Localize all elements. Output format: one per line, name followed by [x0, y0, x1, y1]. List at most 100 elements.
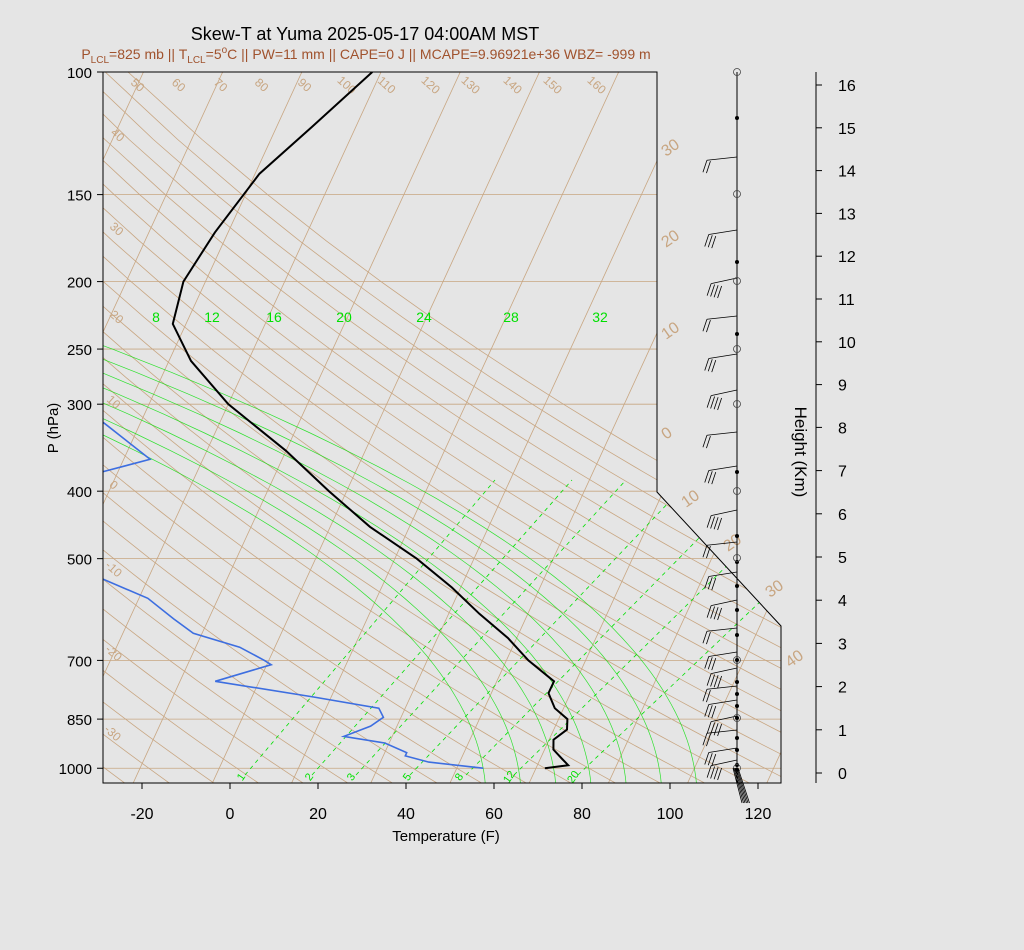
wind-barb-flag: [706, 283, 712, 296]
wind-barb-flag: [704, 234, 710, 247]
wind-barb-flag: [713, 607, 719, 620]
wind-barb-flag: [702, 319, 708, 332]
wind-level-dot: [735, 260, 739, 264]
wind-barb-flag: [704, 358, 710, 371]
height-tick-label: 12: [838, 249, 856, 266]
isotherm-line: [687, 72, 781, 783]
dry-adiabat-line: [103, 72, 616, 783]
height-tick-label: 6: [838, 507, 847, 524]
dry-adiabat-line: [104, 72, 781, 783]
wind-barb-flag: [710, 516, 715, 529]
wind-barb-flag: [706, 631, 711, 645]
wind-level-dot: [735, 560, 739, 564]
temperature-tick-label: 20: [309, 806, 327, 823]
dry-adiabat-line: [103, 72, 527, 783]
height-tick-label: 7: [838, 464, 847, 481]
wind-barb-flag: [707, 753, 713, 766]
wind-level-dot: [735, 716, 739, 720]
wind-barb-flag: [707, 359, 713, 372]
height-tick-label: 14: [838, 164, 856, 181]
wind-level-dot: [735, 736, 739, 740]
wind-barb-flag: [713, 767, 719, 780]
wind-barb-flag: [711, 657, 717, 671]
moist-adiabat-line: [103, 323, 486, 783]
pressure-tick-label: 1000: [59, 761, 92, 778]
wind-barb: [708, 353, 738, 359]
temperature-tick-label: 80: [573, 806, 591, 823]
wind-barb: [706, 315, 738, 320]
dry-adiabat-label: 70: [211, 75, 231, 95]
mixing-ratio-line: [311, 479, 573, 776]
wind-barb-flag: [702, 631, 708, 644]
wind-barb-flag: [704, 704, 710, 717]
calm-wind-circle: [733, 345, 741, 353]
x-axis-label: Temperature (F): [392, 828, 500, 845]
pressure-tick-label: 250: [67, 342, 92, 359]
wind-level-dot: [735, 680, 739, 684]
mixing-ratio-top-label: 32: [592, 309, 608, 325]
chart-subtitle: PLCL=825 mb || TLCL=5oC || PW=11 mm || C…: [81, 45, 650, 66]
wind-barb-flag: [717, 767, 722, 781]
dry-adiabat-line: [103, 72, 781, 783]
calm-wind-circle: [733, 554, 741, 562]
isotherm-line: [846, 72, 1024, 783]
wind-level-dot: [735, 608, 739, 612]
mixing-ratio-top-label: 24: [416, 309, 432, 325]
wind-barb-flag: [706, 160, 711, 174]
dry-adiabat-line: [103, 72, 781, 783]
temperature-tick-label: 60: [485, 806, 503, 823]
mixing-ratio-bottom-label: 20: [565, 769, 582, 786]
lcl-pressure-value: 825: [117, 46, 141, 62]
mixing-ratio-bottom-label: 12: [501, 769, 518, 786]
wind-barb: [706, 156, 738, 161]
wind-barb-flag: [713, 723, 719, 736]
calm-wind-circle: [733, 400, 741, 408]
wind-barb: [711, 759, 738, 767]
height-tick-label: 9: [838, 378, 847, 395]
wind-barb-flag: [710, 284, 715, 297]
wind-barb: [711, 277, 738, 285]
wind-level-dot: [735, 658, 739, 662]
wind-barb-flag: [702, 545, 708, 558]
height-tick-label: 13: [838, 206, 856, 223]
wind-barb-flag: [717, 517, 722, 531]
wind-level-dot: [735, 534, 739, 538]
height-axis-label: Height (Km): [791, 407, 810, 498]
wind-barb-flag: [702, 160, 708, 173]
mixing-ratio-line: [355, 479, 627, 776]
wind-barb-flag: [702, 689, 708, 702]
cape-value: 0: [386, 46, 394, 62]
wind-barb-flag: [706, 435, 711, 449]
wind-barb-flag: [706, 765, 712, 778]
pressure-tick-label: 700: [67, 653, 92, 670]
dry-adiabat-line: [103, 72, 781, 783]
dry-adiabat-label: 150: [541, 73, 565, 97]
wind-barb: [711, 715, 738, 723]
wind-barb-flag: [706, 395, 712, 408]
dry-adiabat-line: [103, 72, 304, 783]
calm-wind-circle: [733, 68, 741, 76]
wind-barb-flag: [704, 656, 710, 669]
wind-barb-flag: [717, 607, 722, 621]
dry-adiabat-line: [103, 72, 781, 783]
calm-wind-circle: [733, 714, 741, 722]
height-tick-label: 15: [838, 121, 856, 138]
wind-level-dot: [735, 584, 739, 588]
wind-barb: [708, 465, 738, 471]
wind-barb: [706, 729, 738, 734]
wind-barb: [708, 651, 738, 657]
moist-adiabat-line: [103, 323, 592, 783]
wind-barb-flag: [706, 733, 711, 747]
dry-adiabat-label: -20: [103, 642, 125, 664]
temperature-tick-label: 40: [397, 806, 415, 823]
mixing-ratio-top-label: 8: [152, 309, 160, 325]
wind-barb-flag: [706, 319, 711, 333]
dry-adiabat-label: 50: [128, 75, 148, 95]
lcl-temperature-value: 5: [214, 46, 222, 62]
wind-barb-flag: [713, 397, 719, 410]
mixing-ratio-top-label: 28: [503, 309, 519, 325]
isotherm-line: [103, 72, 224, 783]
